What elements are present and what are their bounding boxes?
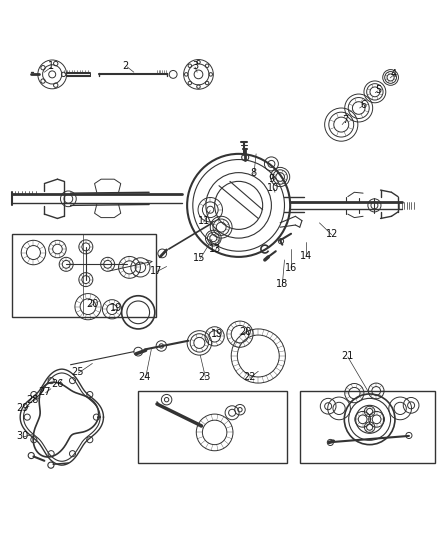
Text: 20: 20 [239,327,251,337]
Text: 5: 5 [375,85,381,95]
Text: 27: 27 [38,387,51,397]
Text: 11: 11 [198,216,210,225]
Text: 28: 28 [26,394,39,405]
Text: 17: 17 [149,266,162,276]
Text: 23: 23 [198,372,211,382]
Text: 26: 26 [51,378,64,389]
Circle shape [49,71,56,78]
Text: 3: 3 [192,61,198,71]
Text: 25: 25 [71,367,83,377]
Text: 8: 8 [251,168,257,177]
Text: 10: 10 [268,183,280,193]
Text: 18: 18 [276,279,289,289]
Text: 15: 15 [193,253,205,263]
Text: 4: 4 [391,69,397,79]
Bar [12,234,155,317]
Text: 2: 2 [122,61,128,71]
Text: 21: 21 [342,351,354,361]
Text: 24: 24 [138,372,151,382]
Text: 20: 20 [86,298,99,309]
Circle shape [344,394,395,445]
Circle shape [187,154,290,257]
Bar [138,391,287,463]
Bar [300,391,435,463]
Text: 19: 19 [211,329,223,339]
Text: 1: 1 [48,61,54,71]
Text: 29: 29 [16,403,29,414]
Text: 19: 19 [110,303,123,313]
Text: 12: 12 [326,229,339,239]
Text: 9: 9 [268,174,275,184]
Text: 30: 30 [16,431,28,441]
Text: 6: 6 [360,100,366,110]
Text: 16: 16 [285,263,297,273]
Text: 14: 14 [300,251,312,261]
Text: 22: 22 [244,372,256,382]
Text: 7: 7 [343,115,349,125]
Text: 13: 13 [208,244,221,254]
